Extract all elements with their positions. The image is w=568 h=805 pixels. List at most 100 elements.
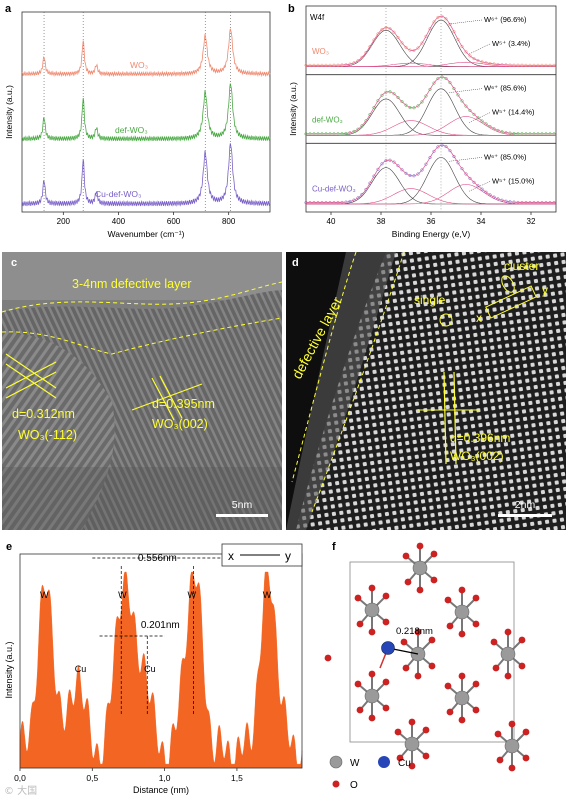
scale-bar-label: 2nm xyxy=(515,499,536,511)
xps-data-point xyxy=(372,38,376,42)
xps-envelope-0 xyxy=(306,15,556,66)
oxygen-atom xyxy=(428,662,436,670)
xps-data-point xyxy=(492,127,496,131)
xps-data-point xyxy=(400,168,404,172)
tungsten-atom-5 xyxy=(364,688,380,704)
tungsten-atom-1 xyxy=(364,602,380,618)
profile-x-label: x xyxy=(476,311,482,325)
xps-data-point xyxy=(400,41,404,45)
xps-data-point xyxy=(420,100,424,104)
fringe-line-2 xyxy=(453,371,457,465)
panel-e: e W W W W Cu Cu 0.556nm 0.201nm x y 0,0 0,5 1,0 1,5 Dis… xyxy=(0,536,310,800)
oxygen-atom xyxy=(368,584,376,592)
xps-data-point xyxy=(484,122,488,126)
xps-data-point xyxy=(376,99,380,103)
xps-data-point xyxy=(476,58,480,63)
lattice-region-left xyxy=(2,332,115,530)
tungsten-atom-2 xyxy=(454,604,470,620)
fringe-marker-left-2 xyxy=(5,361,57,389)
xps-data-point xyxy=(448,22,452,26)
tungsten-atom-7 xyxy=(504,738,520,754)
x-tick-label-0: 200 xyxy=(57,217,71,226)
xps-data-point xyxy=(404,103,408,107)
w5-leader-0 xyxy=(468,43,491,55)
fringe-line-1 xyxy=(443,371,447,465)
oxygen-atom xyxy=(472,706,480,714)
defective-layer-label: 3-4nm defective layer xyxy=(72,277,192,291)
xps-data-point xyxy=(392,92,396,96)
oxygen-atom xyxy=(518,662,526,670)
oxygen-atom xyxy=(422,726,430,734)
xps-data-point xyxy=(404,171,408,175)
core-level-label: W4f xyxy=(310,13,325,22)
crystal-structure: f 0.218nm W Cu O xyxy=(324,541,530,791)
xps-data-point xyxy=(360,124,364,128)
oxygen-atom xyxy=(382,618,390,626)
oxygen-atom xyxy=(368,670,376,678)
scale-bar-label: 5nm xyxy=(232,499,253,511)
w6-label-0: W⁶⁺ (96.6%) xyxy=(484,15,527,24)
w5-label-2: W⁵⁺ (15.0%) xyxy=(492,176,535,185)
legend-o-label: O xyxy=(350,780,358,791)
watermark: © 大国 xyxy=(4,786,38,797)
plane-label: WO₃(002) xyxy=(450,449,504,463)
xps-data-point xyxy=(352,61,356,65)
fringe-marker-left-1 xyxy=(5,363,57,399)
xps-data-point xyxy=(396,35,400,39)
xps-data-point xyxy=(468,176,472,180)
xps-data-point xyxy=(364,187,368,191)
plane-label-2: WO₃(002) xyxy=(152,417,208,431)
w6-leader-0 xyxy=(448,19,483,25)
xps-data-point xyxy=(480,187,484,191)
d-spacing-label: d=0.396nm xyxy=(450,431,510,445)
xps-envelope-1 xyxy=(306,76,556,135)
line-profile-box xyxy=(485,285,537,319)
d-spacing-label-1: d=0.312nm xyxy=(12,407,75,421)
oxygen-atom xyxy=(490,638,498,646)
scale-bar xyxy=(216,514,268,517)
w5-leader-2 xyxy=(468,181,491,192)
xps-data-point xyxy=(456,93,460,97)
oxygen-atom xyxy=(522,728,530,736)
d-spacing-label-2: d=0.395nm xyxy=(152,397,215,411)
oxygen-atom xyxy=(444,596,452,604)
panel-label-d: d xyxy=(292,257,299,269)
panel-f: f 0.218nm W Cu O xyxy=(310,536,568,800)
oxygen-atom xyxy=(414,672,422,680)
xps-data-point xyxy=(360,55,364,59)
xps-data-point xyxy=(476,116,480,120)
xps-data-point xyxy=(448,81,452,85)
oxygen-atom xyxy=(422,752,430,760)
xps-data-point xyxy=(484,190,488,194)
xps-data-point xyxy=(488,124,492,129)
line-profile-chart: e W W W W Cu Cu 0.556nm 0.201nm x y 0,0 0,5 1,0 1,5 Dis… xyxy=(4,541,303,795)
oxygen-atom xyxy=(494,730,502,738)
w6-component-a-0 xyxy=(306,29,556,67)
x-tick-label-4: 32 xyxy=(527,217,536,226)
xps-data-point xyxy=(424,34,428,38)
xps-data-point xyxy=(476,184,480,188)
panel-b: b WO₃ W⁶⁺ (96.6%) W⁵⁺ (3.4%) def-WO₃ W⁶⁺ (85.… xyxy=(284,0,568,250)
xps-data-point xyxy=(424,94,428,98)
oxygen-atom xyxy=(504,672,512,680)
oxygen-atom xyxy=(368,628,376,636)
xps-chart: b WO₃ W⁶⁺ (96.6%) W⁵⁺ (3.4%) def-WO₃ W⁶⁺ (85.… xyxy=(288,3,557,239)
scale-bar xyxy=(498,514,552,517)
raman-series-line-1 xyxy=(21,83,271,142)
xps-sample-label-2: Cu-def-WO₃ xyxy=(312,184,356,193)
xps-data-point xyxy=(380,27,384,32)
fringe-marker-left-3 xyxy=(5,371,57,399)
oxygen-atom xyxy=(472,594,480,602)
panel-label-c: c xyxy=(11,257,17,269)
fringe-marker-right-1 xyxy=(159,375,183,419)
fringe-marker-left-0 xyxy=(5,353,57,389)
xps-data-point xyxy=(400,100,404,104)
xps-data-point xyxy=(376,32,380,36)
xps-data-point xyxy=(428,156,432,160)
xps-data-point xyxy=(416,46,420,50)
series-label-0: WO₃ xyxy=(130,60,148,70)
intensity-profile-area xyxy=(19,571,303,769)
xps-data-point xyxy=(460,99,464,103)
y-axis-label: Intensity (a.u.) xyxy=(4,85,14,139)
distance-label-2: 0.201nm xyxy=(141,620,180,631)
